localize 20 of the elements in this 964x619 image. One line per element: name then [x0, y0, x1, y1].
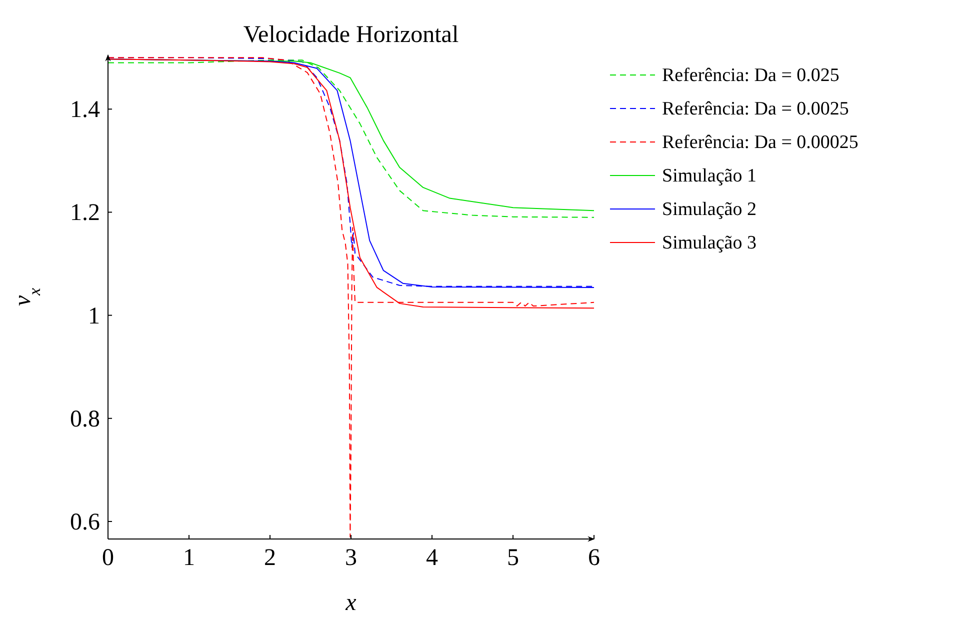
legend-label: Referência: Da = 0.00025	[662, 132, 858, 153]
y-tick-label: 1.2	[70, 200, 100, 226]
y-tick-label: 0.6	[70, 509, 100, 536]
legend-label: Simulação 1	[662, 166, 756, 186]
legend-label: Referência: Da = 0.025	[662, 65, 840, 86]
x-tick-label: 0	[102, 545, 114, 571]
legend-label: Referência: Da = 0.0025	[662, 98, 849, 120]
x-tick-label: 2	[264, 545, 276, 571]
chart-title: Velocidade Horizontal	[243, 22, 459, 48]
y-tick-label: 0.8	[70, 406, 100, 432]
x-tick-label: 6	[588, 545, 600, 571]
x-tick-label: 4	[426, 545, 438, 571]
y-tick-label: 1	[88, 303, 100, 330]
y-tick-label: 1.4	[70, 97, 100, 124]
x-axis-title: x	[344, 590, 357, 616]
x-tick-label: 1	[183, 545, 195, 571]
x-tick-label: 3	[345, 545, 357, 571]
legend-label: Simulação 3	[662, 232, 756, 254]
x-tick-label: 5	[507, 545, 519, 571]
legend-label: Simulação 2	[662, 199, 756, 220]
